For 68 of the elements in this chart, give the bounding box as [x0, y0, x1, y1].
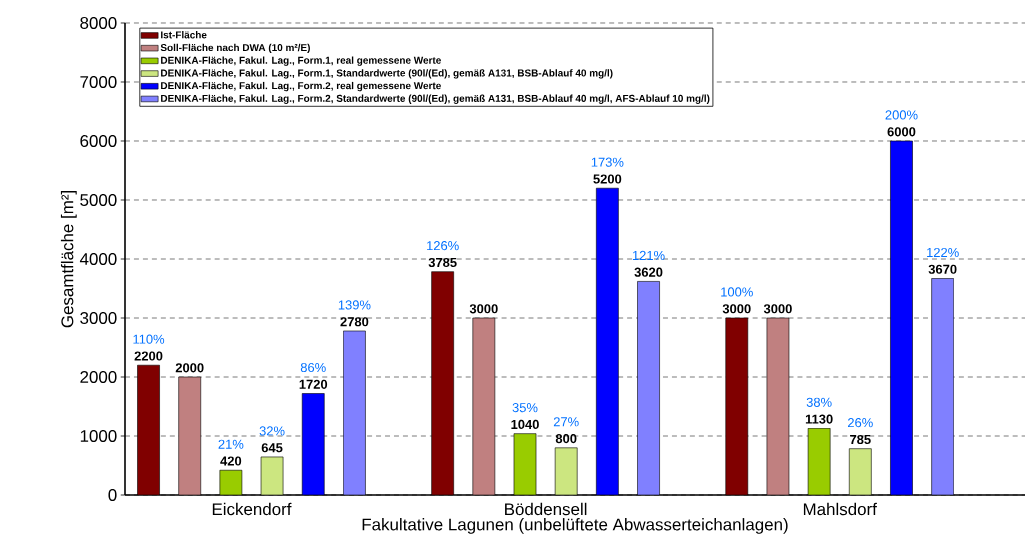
x-axis-title: Fakultative Lagunen (unbelüftete Abwasserteichanlagen) — [362, 518, 788, 534]
annotation: 38% — [806, 397, 832, 407]
bar — [343, 330, 366, 495]
bar — [890, 140, 913, 495]
data-label: 3670 — [928, 264, 957, 274]
data-label: 1720 — [299, 379, 328, 389]
y-tick-label: 8000 — [80, 17, 117, 29]
bar — [554, 447, 578, 495]
data-label: 2780 — [340, 317, 369, 327]
bar — [301, 393, 325, 495]
data-label: 645 — [261, 443, 283, 453]
legend-label: DENIKA-Fläche, Fakul. Lag., Form.1, real gemessene Werte — [161, 56, 441, 66]
bar — [807, 428, 831, 495]
annotation: 122% — [927, 247, 959, 258]
bar — [596, 187, 619, 495]
y-tick-label: 4000 — [79, 253, 117, 265]
y-tick-label: 2000 — [80, 371, 117, 383]
bar — [931, 278, 954, 495]
data-label: 3000 — [763, 304, 792, 314]
y-tick-label: 3000 — [80, 312, 117, 324]
bar — [178, 376, 202, 495]
annotation: 121% — [632, 250, 665, 260]
legend-label: DENIKA-Fläche, Fakul. Lag., Form.1, Standardwerte (90l/(Ed), gemäß A131, BSB-Ablauf 40 mg/l) — [161, 69, 613, 79]
data-label: 5200 — [593, 174, 622, 184]
bar — [431, 271, 454, 495]
x-tick-label: Böddensell — [505, 502, 587, 516]
legend-label: DENIKA-Fläche, Fakul. Lag., Form.2, Standardwerte (90l/(Ed), gemäß A131, BSB-Ablauf 40 mg/l, AFS-Ablauf 10 mg/l) — [161, 94, 710, 104]
annotation: 86% — [300, 362, 326, 373]
x-tick-label: Eickendorf — [212, 502, 292, 516]
annotation: 200% — [885, 110, 918, 120]
data-label: 420 — [220, 456, 242, 466]
y-axis-title: Gesamtfläche [m²] — [60, 191, 77, 328]
bar — [637, 281, 660, 495]
bar — [725, 317, 749, 495]
annotation: 126% — [427, 241, 459, 251]
y-tick-label: 5000 — [80, 194, 117, 206]
bar — [472, 317, 496, 495]
annotation: 173% — [591, 157, 624, 167]
annotation: 27% — [553, 417, 579, 427]
legend-label: Soll-Fläche nach DWA (10 m²/E) — [160, 43, 310, 54]
bar — [137, 364, 160, 495]
y-tick-label: 6000 — [80, 135, 117, 147]
y-tick-label: 7000 — [80, 76, 117, 88]
data-label: 800 — [555, 434, 577, 444]
annotation: 35% — [512, 403, 538, 413]
bar — [848, 448, 872, 495]
annotation: 21% — [218, 439, 244, 449]
data-label: 2000 — [175, 363, 204, 373]
data-label: 2200 — [134, 351, 163, 361]
data-label: 6000 — [887, 127, 916, 137]
x-tick-label: Mahlsdorf — [803, 502, 877, 516]
data-label: 1040 — [511, 419, 539, 430]
data-label: 1130 — [805, 414, 833, 424]
data-label: 785 — [850, 434, 871, 445]
bar — [766, 317, 790, 495]
annotation: 110% — [133, 334, 165, 344]
annotation: 32% — [259, 426, 285, 436]
data-label: 3000 — [469, 304, 498, 314]
y-tick-label: 1000 — [80, 430, 117, 442]
annotation: 26% — [848, 418, 873, 428]
data-label: 3785 — [428, 257, 457, 268]
legend-label: DENIKA-Fläche, Fakul. Lag., Form.2, real gemessene Werte — [161, 81, 441, 92]
annotation: 139% — [338, 300, 371, 310]
annotation: 100% — [721, 287, 753, 297]
data-label: 3620 — [634, 267, 663, 277]
data-label: 3000 — [722, 304, 751, 314]
legend-label: Ist-Fläche — [161, 31, 207, 39]
y-tick-label: 0 — [108, 489, 117, 501]
